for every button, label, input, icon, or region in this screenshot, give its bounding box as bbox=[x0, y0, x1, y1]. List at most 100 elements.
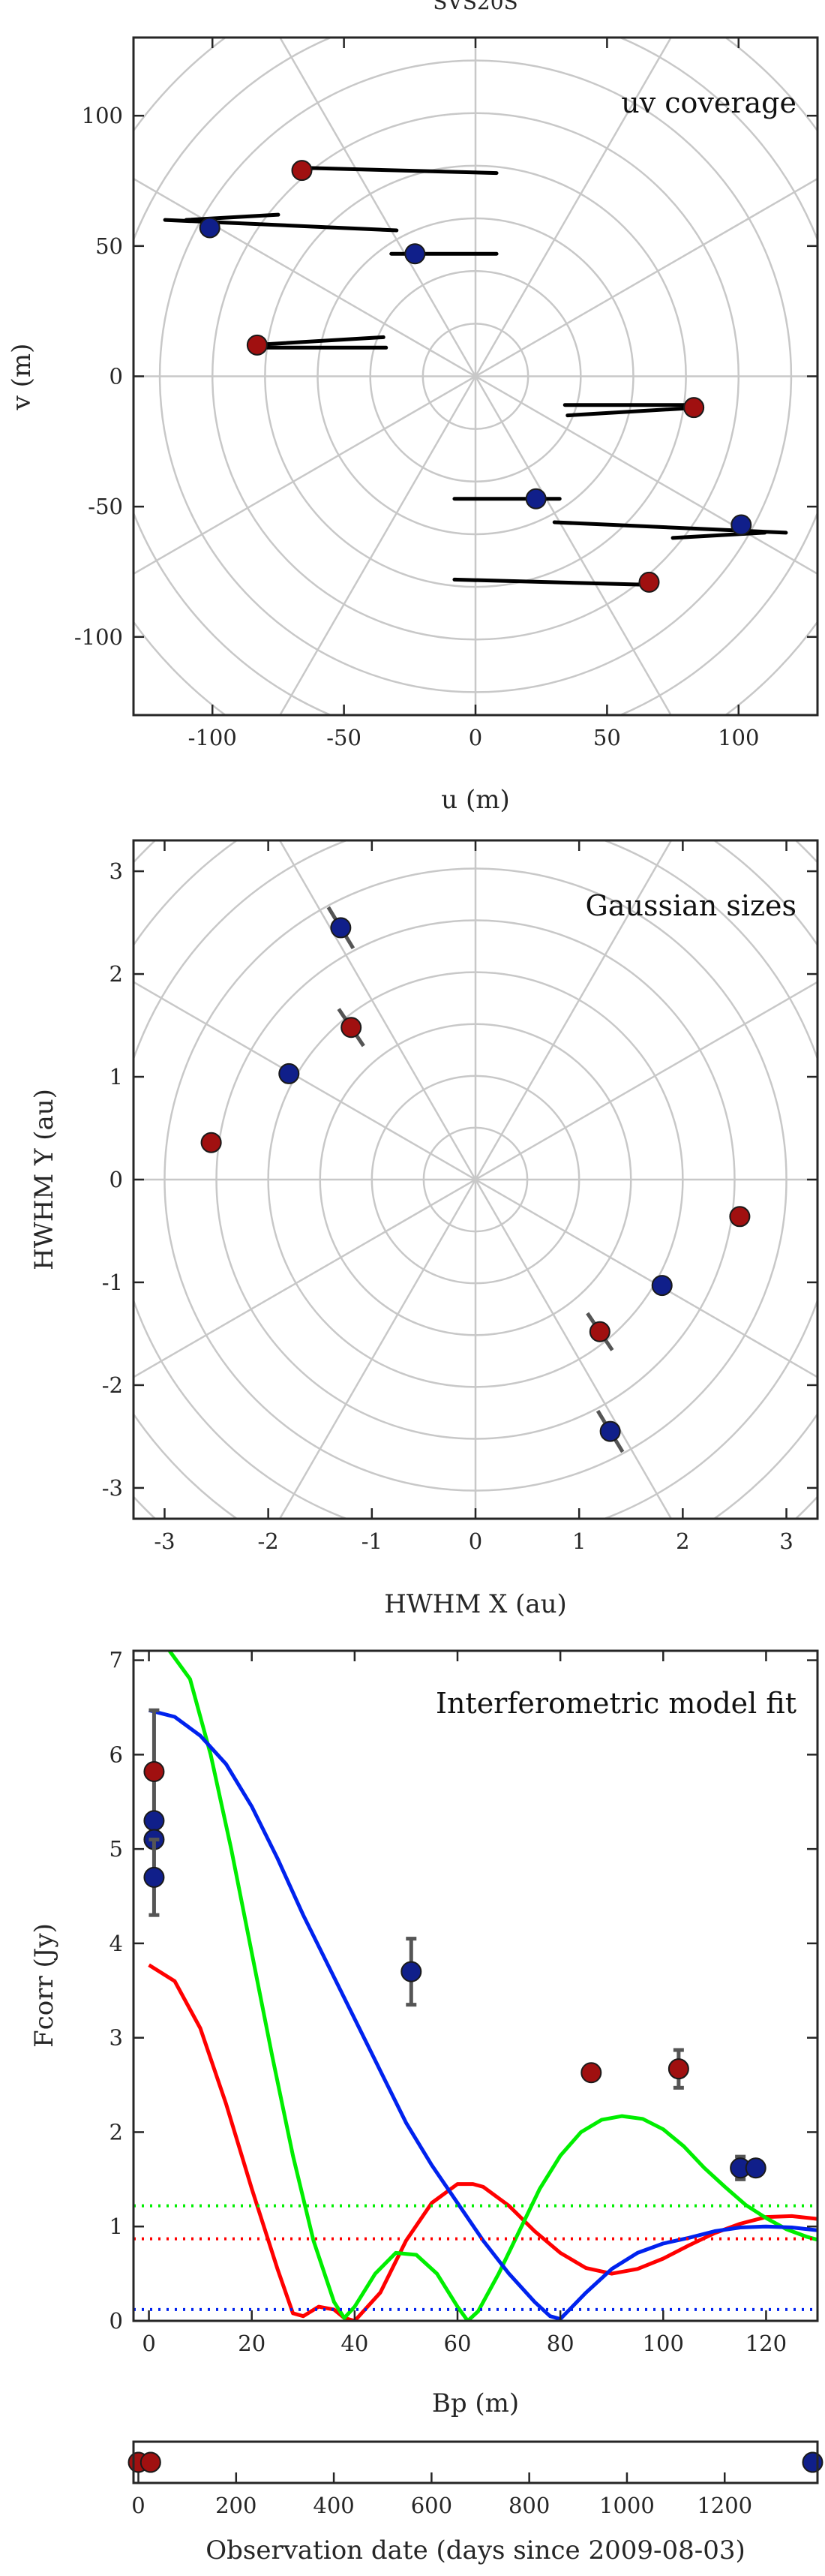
uv-point bbox=[291, 160, 313, 182]
dates-panel: 0 200 400 600 800 1000 1200 Observation date (… bbox=[128, 2440, 824, 2565]
y-tick-label: 7 bbox=[110, 1648, 123, 1673]
y-tick-label: 2 bbox=[110, 961, 123, 987]
x-tick-label: 40 bbox=[340, 2331, 368, 2356]
uv-x-label: u (m) bbox=[441, 785, 509, 815]
x-tick-label: 60 bbox=[444, 2331, 472, 2356]
fit-annotation: Interferometric model fit bbox=[436, 1687, 796, 1720]
size-point bbox=[729, 1206, 751, 1228]
x-tick-label: 0 bbox=[131, 2493, 145, 2518]
x-tick-label: 80 bbox=[547, 2331, 574, 2356]
y-tick-label: 50 bbox=[95, 233, 123, 259]
uv-annotation: uv coverage bbox=[621, 86, 796, 119]
x-tick-label: 0 bbox=[142, 2331, 155, 2356]
uv-point bbox=[730, 514, 752, 536]
fit-point bbox=[745, 2157, 766, 2179]
fit-lines bbox=[134, 1651, 818, 2321]
sizes-panel: -3 -2 -1 0 1 2 3 -3 -2 -1 0 1 2 3 Gaussian sizes HWHM… bbox=[29, 839, 819, 1619]
fit-y-label: Fcorr (Jy) bbox=[29, 1923, 59, 2048]
fit-model-curve bbox=[148, 1963, 818, 2321]
fit-x-label: Bp (m) bbox=[432, 2388, 519, 2418]
uv-track bbox=[566, 405, 701, 418]
grid-spoke bbox=[134, 177, 818, 576]
x-tick-label: 1000 bbox=[599, 2493, 655, 2518]
uv-track bbox=[670, 531, 767, 540]
x-tick-label: 2 bbox=[676, 1528, 689, 1554]
x-tick-label: 200 bbox=[215, 2493, 256, 2518]
date-point bbox=[802, 2451, 824, 2473]
grid-spoke bbox=[134, 981, 818, 1378]
y-tick-label: 3 bbox=[110, 858, 123, 884]
uv-track bbox=[452, 577, 652, 587]
figure-title: SVS20S bbox=[433, 0, 518, 14]
y-tick-label: -3 bbox=[102, 1475, 123, 1501]
uv-ticks: -100 -50 0 50 100 -100 -50 0 50 100 bbox=[74, 38, 818, 750]
uv-point bbox=[525, 488, 547, 509]
y-tick-label: -100 bbox=[74, 624, 123, 650]
x-tick-label: 800 bbox=[508, 2493, 550, 2518]
y-tick-label: 0 bbox=[110, 2308, 123, 2334]
grid-ring bbox=[134, 38, 818, 715]
sizes-annotation: Gaussian sizes bbox=[585, 889, 796, 922]
y-tick-label: 4 bbox=[110, 1931, 123, 1956]
size-point bbox=[651, 1275, 673, 1297]
sizes-ticks: -3 -2 -1 0 1 2 3 -3 -2 -1 0 1 2 3 bbox=[102, 840, 818, 1554]
x-tick-label: 3 bbox=[779, 1528, 793, 1554]
uv-panel: -100 -50 0 50 100 -100 -50 0 50 100 uv coverage u… bbox=[7, 36, 819, 815]
fit-point bbox=[580, 2062, 602, 2084]
uv-point bbox=[199, 217, 220, 239]
x-tick-label: 20 bbox=[238, 2331, 266, 2356]
size-point bbox=[599, 1420, 621, 1442]
y-tick-label: 2 bbox=[110, 2119, 123, 2145]
fit-points bbox=[143, 1708, 766, 2181]
fit-point bbox=[143, 1866, 165, 1888]
size-point bbox=[330, 917, 352, 939]
dates-axes-box bbox=[132, 2440, 819, 2484]
uv-point bbox=[638, 571, 660, 593]
x-tick-label: 1200 bbox=[697, 2493, 752, 2518]
dates-ticks: 0 200 400 600 800 1000 1200 bbox=[131, 2472, 752, 2518]
uv-track bbox=[184, 212, 280, 222]
y-tick-label: -50 bbox=[88, 494, 123, 519]
fit-point bbox=[668, 2058, 689, 2080]
y-tick-label: 3 bbox=[110, 2025, 123, 2051]
y-tick-label: 1 bbox=[110, 1064, 123, 1090]
uv-point bbox=[246, 334, 268, 356]
date-point bbox=[140, 2451, 161, 2473]
sizes-points bbox=[200, 906, 751, 1453]
size-point bbox=[340, 1017, 362, 1039]
y-tick-label: 0 bbox=[110, 1167, 123, 1192]
dates-x-label: Observation date (days since 2009-08-03) bbox=[206, 2535, 746, 2565]
x-tick-label: -3 bbox=[154, 1528, 175, 1554]
x-tick-label: 400 bbox=[313, 2493, 354, 2518]
x-tick-label: 0 bbox=[469, 1528, 482, 1554]
sizes-y-label: HWHM Y (au) bbox=[29, 1089, 59, 1270]
x-tick-label: -1 bbox=[362, 1528, 382, 1554]
y-tick-label: 0 bbox=[110, 364, 123, 389]
x-tick-label: 1 bbox=[572, 1528, 586, 1554]
x-tick-label: -2 bbox=[258, 1528, 279, 1554]
y-tick-label: 1 bbox=[110, 2214, 123, 2239]
fit-point bbox=[400, 1961, 422, 1982]
uv-track bbox=[299, 166, 499, 176]
fit-model-curve bbox=[167, 1651, 818, 2321]
y-tick-label: -1 bbox=[102, 1270, 123, 1295]
x-tick-label: 600 bbox=[411, 2493, 452, 2518]
uv-polar-grid bbox=[134, 38, 818, 715]
uv-point bbox=[683, 397, 705, 419]
x-tick-label: 50 bbox=[593, 725, 621, 750]
dates-points bbox=[128, 2451, 824, 2473]
fit-ticks: 0 20 40 60 80 100 120 0 1 2 3 4 5 6 7 bbox=[110, 1648, 818, 2356]
fit-point bbox=[143, 1760, 165, 1782]
x-tick-label: -100 bbox=[188, 725, 237, 750]
size-point bbox=[589, 1321, 610, 1342]
sizes-polar-grid bbox=[134, 840, 818, 1519]
x-tick-label: 0 bbox=[469, 725, 482, 750]
size-point bbox=[200, 1132, 222, 1153]
sizes-x-label: HWHM X (au) bbox=[384, 1589, 567, 1619]
x-tick-label: 100 bbox=[718, 725, 759, 750]
uv-point bbox=[404, 243, 426, 265]
uv-y-label: v (m) bbox=[7, 344, 37, 411]
x-tick-label: 100 bbox=[643, 2331, 684, 2356]
y-tick-label: 100 bbox=[82, 103, 123, 128]
